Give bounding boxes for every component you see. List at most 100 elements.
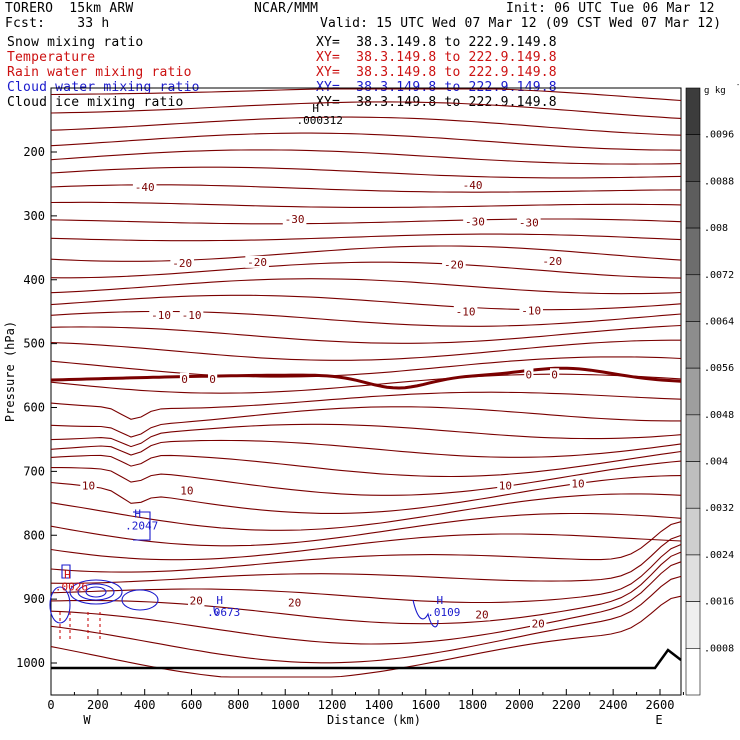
temperature-contour-label: -10 <box>182 309 202 322</box>
colorbar-unit: g kg <box>704 86 726 96</box>
temperature-contour <box>50 406 681 438</box>
y-tick-label: 600 <box>23 401 45 415</box>
contour-label-bg <box>170 257 194 270</box>
temperature-contour-label: 0 <box>181 373 188 386</box>
contour-label-bg <box>524 368 534 381</box>
extremum-value: .0109 <box>427 606 460 619</box>
temperature-contour-label: 20 <box>190 594 203 607</box>
temperature-contour-label: 20 <box>288 596 301 609</box>
temperature-contour <box>50 561 682 645</box>
cloud-water-contour <box>77 583 115 601</box>
temperature-contour <box>50 521 682 573</box>
temperature-contour-label: -10 <box>151 309 171 322</box>
contour-label-bg <box>453 305 478 318</box>
extremum-value: .0026 <box>55 580 88 593</box>
temperature-contour-label: -10 <box>456 306 476 319</box>
contour-label-bg <box>519 304 543 317</box>
east-endpoint-label: E <box>655 713 662 727</box>
temperature-contour-label: 20 <box>532 617 545 630</box>
temperature-contour <box>50 278 682 295</box>
x-tick-label: 400 <box>134 698 156 712</box>
x-axis-title: Distance (km) <box>327 713 421 727</box>
colorbar-band <box>685 554 701 602</box>
x-tick-label: 800 <box>228 698 250 712</box>
y-tick-label: 700 <box>23 464 45 478</box>
temperature-contour-label: -30 <box>465 216 485 229</box>
temperature-contour <box>50 512 682 547</box>
temperature-contour <box>50 339 681 361</box>
colorbar-label: .0048 <box>704 410 734 421</box>
temperature-contour-label: -30 <box>285 213 305 226</box>
temperature-contour <box>50 551 682 625</box>
field-label-temperature: Temperature <box>7 50 96 65</box>
x-tick-label: 1800 <box>458 698 487 712</box>
temperature-contour-label: -40 <box>135 181 155 194</box>
colorbar-label: .0072 <box>704 270 734 281</box>
temperature-contour <box>50 450 682 478</box>
x-tick-label: 2400 <box>599 698 628 712</box>
x-tick-label: 2200 <box>552 698 581 712</box>
temperature-contour-label: -20 <box>444 258 464 271</box>
contour-label-bg <box>286 596 303 609</box>
contour-label-bg <box>517 216 541 229</box>
contour-label-bg <box>188 594 205 607</box>
y-tick-label: 400 <box>23 273 45 287</box>
model-title: TORERO 15km ARW <box>5 1 134 16</box>
temperature-contour <box>50 149 682 165</box>
contour-label-bg <box>549 368 560 381</box>
field-xy-snow: XY= 38.3.149.8 to 222.9.149.8 <box>316 35 557 50</box>
forecast-hour: Fcst: 33 h <box>5 16 110 31</box>
cloud-water-contour <box>69 579 123 605</box>
colorbar-label: .0024 <box>704 550 734 561</box>
x-tick-label: 2600 <box>646 698 675 712</box>
temperature-contour <box>50 201 682 208</box>
temperature-contour-label: -20 <box>172 257 192 270</box>
temperature-contour-label: -40 <box>463 179 483 192</box>
x-tick-label: 1400 <box>364 698 393 712</box>
cloud-water-contour <box>412 599 439 628</box>
center-title: NCAR/MMM <box>254 1 319 16</box>
temperature-contour <box>50 356 682 378</box>
temperature-contour <box>50 534 682 584</box>
y-tick-label: 900 <box>23 592 45 606</box>
contour-label-bg <box>442 258 466 271</box>
contour-label-bg <box>569 477 587 490</box>
temperature-contour-label: -10 <box>521 304 541 317</box>
extremum-marker: H <box>134 508 141 521</box>
colorbar-band <box>685 274 701 322</box>
extremum-value: .000312 <box>297 114 343 127</box>
temperature-contour <box>50 116 682 136</box>
colorbar-band <box>685 648 701 696</box>
colorbar-label: .004 <box>704 457 728 468</box>
colorbar-band <box>685 134 701 182</box>
temperature-contour <box>51 460 682 496</box>
colorbar-band <box>685 507 701 556</box>
colorbar-band <box>685 461 701 509</box>
x-tick-label: 600 <box>181 698 203 712</box>
plot-frame <box>50 87 682 696</box>
contour-label-bg <box>530 617 547 630</box>
temperature-contour-label: 20 <box>475 608 488 621</box>
temperature-contour <box>50 261 682 279</box>
temperature-contour <box>50 218 682 225</box>
init-time: Init: 06 UTC Tue 06 Mar 12 <box>506 1 715 16</box>
x-tick-label: 1000 <box>271 698 300 712</box>
contour-label-bg <box>245 255 269 268</box>
temperature-contour <box>50 373 682 394</box>
colorbar-label: .0088 <box>704 176 734 187</box>
colorbar-band <box>685 227 701 276</box>
y-axis-title: Pressure (hPa) <box>3 321 17 422</box>
colorbar-band <box>685 321 701 369</box>
contour-label-bg <box>80 479 97 492</box>
y-tick-label: 1000 <box>16 656 45 670</box>
contour-label-bg <box>179 308 204 321</box>
x-tick-label: 0 <box>47 698 54 712</box>
field-label-snow: Snow mixing ratio <box>7 35 144 50</box>
temperature-contour <box>50 439 682 458</box>
temperature-contour <box>50 166 682 179</box>
extremum-value: .2047 <box>125 520 158 533</box>
temperature-contour <box>50 575 682 664</box>
colorbar-label: .0064 <box>704 316 734 327</box>
colorbar-band <box>685 601 701 649</box>
colorbar-band <box>685 87 701 135</box>
